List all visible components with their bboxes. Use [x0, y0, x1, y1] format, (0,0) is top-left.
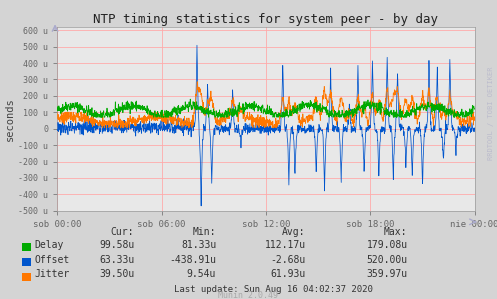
Text: Last update: Sun Aug 16 04:02:37 2020: Last update: Sun Aug 16 04:02:37 2020 [174, 286, 373, 295]
Text: 81.33u: 81.33u [181, 239, 216, 250]
Text: Jitter: Jitter [34, 269, 70, 280]
Text: -2.68u: -2.68u [270, 254, 306, 265]
Text: 63.33u: 63.33u [99, 254, 134, 265]
Text: Max:: Max: [384, 227, 408, 237]
Text: Delay: Delay [34, 239, 64, 250]
Title: NTP timing statistics for system peer - by day: NTP timing statistics for system peer - … [93, 13, 438, 26]
Text: Min:: Min: [193, 227, 216, 237]
Text: Munin 2.0.49: Munin 2.0.49 [219, 292, 278, 299]
Text: 112.17u: 112.17u [264, 239, 306, 250]
Text: 99.58u: 99.58u [99, 239, 134, 250]
Text: 39.50u: 39.50u [99, 269, 134, 280]
Text: 61.93u: 61.93u [270, 269, 306, 280]
Text: 179.08u: 179.08u [366, 239, 408, 250]
Text: Cur:: Cur: [111, 227, 134, 237]
Y-axis label: seconds: seconds [5, 97, 15, 141]
Text: RRDTOOL / TOBI OETIKER: RRDTOOL / TOBI OETIKER [488, 67, 494, 160]
Text: 520.00u: 520.00u [366, 254, 408, 265]
Text: 9.54u: 9.54u [187, 269, 216, 280]
Text: Avg:: Avg: [282, 227, 306, 237]
Text: 359.97u: 359.97u [366, 269, 408, 280]
Text: Offset: Offset [34, 254, 70, 265]
Text: -438.91u: -438.91u [169, 254, 216, 265]
